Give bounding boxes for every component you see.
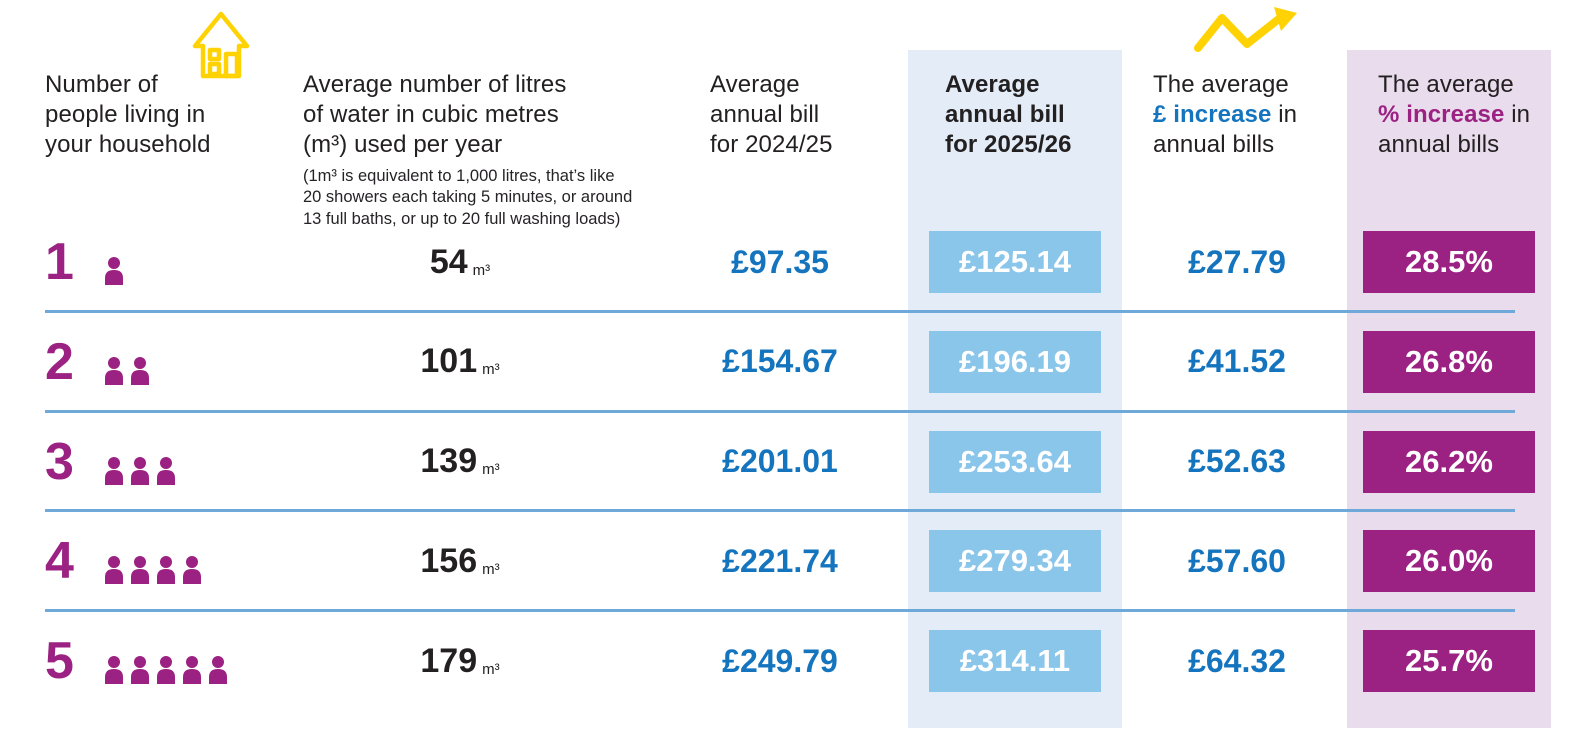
table-row: 2 101 m³ £154.67 £196.19 £41.52 26.8% (0, 312, 1582, 412)
header-text: The average (1378, 71, 1514, 98)
person-icon (209, 656, 227, 685)
person-icon (105, 356, 123, 385)
pound-increase-highlight: £ increase (1153, 100, 1272, 128)
person-icon (105, 556, 123, 585)
bill-2025-value-box: £125.14 (929, 231, 1101, 293)
water-usage-cell: 179 m³ (330, 611, 590, 711)
bill-2025-value-box: £314.11 (929, 630, 1101, 693)
header-percent-increase: The average % increase in annual bills (1378, 70, 1553, 159)
bill-2024-value: £201.01 (722, 443, 838, 480)
person-icon (105, 257, 123, 285)
household-size-value: 5 (45, 632, 74, 691)
people-icons (103, 511, 203, 620)
pound-increase-value: £52.63 (1188, 443, 1286, 480)
pound-increase-value: £64.32 (1188, 642, 1286, 679)
header-pound-increase: The average £ increase in annual bills (1153, 70, 1338, 159)
person-icon (131, 456, 149, 485)
trend-up-arrow-icon (1194, 7, 1297, 52)
percent-increase-value-box: 26.8% (1363, 330, 1535, 393)
household-size-value: 3 (45, 432, 74, 491)
water-usage-cell: 54 m³ (330, 212, 590, 312)
usage-unit: m³ (482, 560, 500, 578)
person-icon (131, 656, 149, 685)
table-row: 4 156 m³ £221.74 £279.34 £57.60 2 (0, 511, 1582, 611)
person-icon (105, 456, 123, 485)
house-icon (192, 11, 250, 79)
pound-increase-value: £41.52 (1188, 343, 1286, 380)
bill-2025-value-box: £279.34 (929, 530, 1101, 593)
usage-value: 156 (420, 541, 478, 580)
people-icons (103, 412, 177, 521)
header-bill-2025: Average annual bill for 2025/26 (945, 71, 1072, 158)
household-size-value: 4 (45, 532, 74, 591)
usage-unit: m³ (472, 261, 491, 279)
usage-unit: m³ (482, 361, 500, 379)
usage-value: 54 (429, 242, 468, 281)
header-text: in annual bills (1378, 100, 1531, 158)
percent-increase-value-box: 25.7% (1363, 630, 1535, 693)
person-icon (131, 556, 149, 585)
water-usage-cell: 156 m³ (330, 511, 590, 611)
row-divider (45, 509, 1515, 513)
water-usage-cell: 101 m³ (330, 312, 590, 412)
household-size-value: 1 (45, 233, 74, 291)
person-icon (105, 656, 123, 685)
household-size-value: 2 (45, 332, 74, 391)
bill-2025-value-box: £253.64 (929, 430, 1101, 493)
percent-increase-value-box: 26.0% (1363, 530, 1535, 593)
bill-2025-value-box: £196.19 (929, 330, 1101, 393)
person-icon (131, 356, 149, 385)
percent-increase-highlight: % increase (1378, 100, 1505, 128)
person-icon (183, 556, 201, 585)
header-bill-2024: Average annual bill for 2024/25 (710, 71, 833, 158)
bill-2024-value: £154.67 (722, 343, 838, 380)
table-row: 1 54 m³ £97.35 £125.14 £27.79 28.5% (0, 212, 1582, 312)
person-icon (157, 456, 175, 485)
usage-value: 179 (420, 641, 478, 680)
people-icons (103, 312, 151, 421)
table-row: 5 179 m³ £249. (0, 611, 1582, 711)
people-icons (103, 212, 125, 321)
bill-2024-value: £97.35 (731, 243, 829, 280)
row-divider (45, 609, 1515, 613)
usage-value: 101 (420, 342, 478, 381)
header-household-size: Number of people living in your househol… (45, 71, 211, 158)
pound-increase-value: £27.79 (1188, 243, 1286, 280)
usage-unit: m³ (482, 461, 500, 479)
usage-footnote: (1m³ is equivalent to 1,000 litres, that… (303, 167, 633, 228)
percent-increase-value-box: 28.5% (1363, 231, 1535, 293)
person-icon (157, 656, 175, 685)
row-divider (45, 409, 1515, 413)
water-usage-cell: 139 m³ (330, 412, 590, 512)
percent-increase-value-box: 26.2% (1363, 430, 1535, 493)
bill-2024-value: £249.79 (722, 642, 838, 679)
bill-2024-value: £221.74 (722, 542, 838, 579)
usage-unit: m³ (482, 660, 500, 678)
person-icon (183, 656, 201, 685)
row-divider (45, 309, 1515, 313)
header-text: in annual bills (1153, 100, 1298, 158)
header-water-usage: Average number of litres of water in cub… (303, 71, 567, 158)
people-icons (103, 611, 229, 720)
usage-value: 139 (420, 442, 478, 481)
pound-increase-value: £57.60 (1188, 542, 1286, 579)
person-icon (157, 556, 175, 585)
table-row: 3 139 m³ £201.01 £253.64 £52.63 26.2% (0, 412, 1582, 512)
header-text: The average (1153, 71, 1289, 98)
